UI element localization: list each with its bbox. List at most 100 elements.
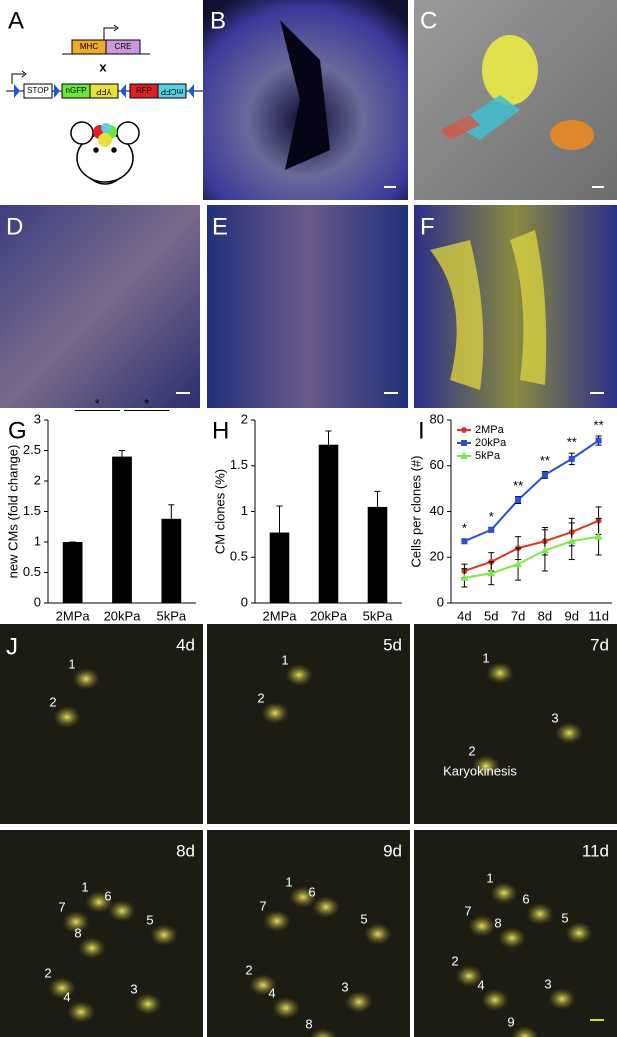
cell-number: 8 [74, 925, 81, 940]
x-tick-label: 11d [588, 608, 609, 623]
arrow-head [113, 24, 119, 32]
cell-number: 1 [68, 656, 75, 671]
loxp [188, 84, 194, 98]
point [568, 455, 575, 462]
cell-number: 3 [551, 710, 558, 725]
cell-number: 6 [522, 891, 529, 906]
yfp-box [89, 83, 119, 99]
point [461, 538, 468, 545]
point [514, 560, 523, 568]
loxp [54, 84, 60, 98]
x-tick-label: 8d [538, 608, 552, 623]
cell-blob [272, 997, 300, 1019]
micrograph-d [0, 205, 200, 408]
cell-blob [511, 1026, 539, 1037]
promoter-arrow-2 [11, 73, 24, 84]
y-axis-label: CM clones (%) [212, 469, 227, 554]
cell-number: 6 [308, 884, 315, 899]
cell-number: 7 [464, 903, 471, 918]
cell-number: 3 [544, 976, 551, 991]
y-tick-label: 2 [34, 472, 41, 487]
cell-blob [364, 923, 392, 945]
cell-blob [108, 900, 136, 922]
time-lapse-frame [414, 624, 617, 824]
point [515, 497, 522, 504]
cell-blob [249, 974, 277, 996]
cell-number: 4 [268, 985, 275, 1000]
y-tick-label: 0 [241, 594, 248, 609]
significance-label: * [144, 396, 149, 411]
cell-blob [565, 922, 593, 944]
x-tick-label: 2MPa [263, 608, 298, 623]
day-label: 5d [383, 635, 402, 654]
panel-letter: F [420, 213, 435, 240]
construct-label: YFP [96, 87, 112, 96]
cell-number: 3 [130, 981, 137, 996]
cell-blob [289, 886, 317, 908]
x-tick-label: 2MPa [56, 608, 91, 623]
y-tick-label: 0 [437, 594, 444, 609]
cell-blob [481, 989, 509, 1011]
cell-blob [309, 1028, 337, 1037]
note: Karyokinesis [443, 763, 517, 778]
bar [112, 456, 132, 603]
series-line [464, 519, 599, 572]
stop-box [23, 83, 53, 99]
micrograph-e [207, 205, 408, 408]
cre-label: CRE [115, 42, 132, 51]
significance-label: ** [513, 478, 523, 493]
construct-label: RFP [136, 86, 152, 95]
legend-marker [461, 440, 467, 446]
cell-number: 1 [486, 870, 493, 885]
cell-number: 7 [259, 898, 266, 913]
panel-letter: G [8, 417, 27, 444]
cell-blob [85, 891, 113, 913]
mouse-icon [70, 121, 140, 185]
promoter-label: MHC [80, 42, 98, 51]
cell-number: 6 [104, 888, 111, 903]
cell-number: 4 [63, 989, 70, 1004]
x-tick-label: 5d [484, 608, 498, 623]
cross-label: x [99, 59, 107, 74]
significance-label: * [489, 509, 494, 524]
panel-letter: I [418, 417, 425, 444]
cell-number: 1 [482, 650, 489, 665]
cell-number: 1 [281, 652, 288, 667]
cell-blob [261, 702, 289, 724]
y-tick-label: 1.5 [23, 503, 41, 518]
construct-label: STOP [27, 86, 49, 95]
bar [318, 444, 339, 603]
bar [367, 506, 388, 603]
time-lapse-frame [0, 624, 203, 824]
cell-blob [285, 664, 313, 686]
cell-number: 4 [477, 977, 484, 992]
cell-blob [526, 903, 554, 925]
cell-number: 2 [245, 962, 252, 977]
y-tick-label: 40 [430, 503, 444, 518]
cell-yellow [482, 35, 538, 105]
legend-marker [461, 427, 467, 433]
series-line [464, 439, 600, 543]
cell-blob [78, 937, 106, 959]
loxp [14, 84, 20, 98]
y-tick-label: 1 [34, 533, 41, 548]
y-axis-label: new CMs (fold change) [5, 445, 20, 579]
cell-number: 2 [257, 690, 264, 705]
x-tick-label: 5kPa [157, 608, 187, 623]
cell-blob [548, 988, 576, 1010]
cell-red [440, 115, 480, 140]
cell-number: 2 [49, 694, 56, 709]
x-tick-label: 20kPa [104, 608, 142, 623]
cell-number: 9 [507, 1014, 514, 1029]
bar [269, 532, 290, 603]
construct-label: nGFP [66, 86, 87, 95]
cell-blob [490, 882, 518, 904]
y-tick-label: 20 [430, 549, 444, 564]
cell-number: 5 [561, 910, 568, 925]
y-axis-label: Cells per clones (#) [408, 456, 423, 568]
y-tick-label: 80 [430, 411, 444, 426]
x-tick-label: 9d [565, 608, 579, 623]
cell-blob [555, 722, 583, 744]
cell-number: 2 [451, 953, 458, 968]
panel-letter: H [212, 417, 229, 444]
